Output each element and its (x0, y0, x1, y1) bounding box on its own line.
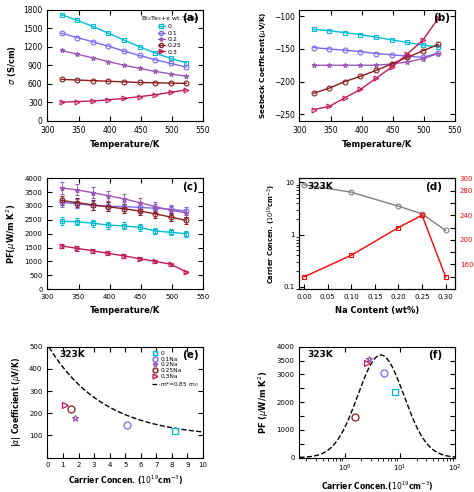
X-axis label: Temperature/K: Temperature/K (90, 306, 160, 314)
X-axis label: Carrier Concen. ($10^{19}$cm$^{-3}$): Carrier Concen. ($10^{19}$cm$^{-3}$) (68, 474, 183, 488)
Y-axis label: Carrier Concen. ($10^{19}$cm$^{-3}$): Carrier Concen. ($10^{19}$cm$^{-3}$) (265, 184, 278, 284)
Text: (a): (a) (182, 13, 198, 23)
Text: (f): (f) (428, 350, 443, 360)
Text: 323K: 323K (60, 350, 86, 359)
X-axis label: Temperature/K: Temperature/K (342, 140, 412, 149)
Y-axis label: PF($\mu$W/m K$^2$): PF($\mu$W/m K$^2$) (5, 203, 19, 264)
Text: 323K: 323K (307, 182, 333, 190)
X-axis label: Carrier Concen.($10^{19}$cm$^{-3}$): Carrier Concen.($10^{19}$cm$^{-3}$) (321, 479, 434, 492)
X-axis label: Na Content (wt%): Na Content (wt%) (335, 306, 419, 314)
Text: (e): (e) (182, 350, 198, 360)
X-axis label: Temperature/K: Temperature/K (90, 140, 160, 149)
Y-axis label: $\sigma$ (S/cm): $\sigma$ (S/cm) (6, 45, 18, 85)
Y-axis label: PF ($\mu$W/m K$^2$): PF ($\mu$W/m K$^2$) (256, 370, 271, 434)
Y-axis label: |$\alpha$| Coefficient ($\mu$V/K): |$\alpha$| Coefficient ($\mu$V/K) (10, 357, 24, 447)
Text: (c): (c) (182, 182, 198, 191)
Legend: 0, 0.1Na, 0.2Na, 0.25Na, 0.3Na, m*=0.85 m$_0$: 0, 0.1Na, 0.2Na, 0.25Na, 0.3Na, m*=0.85 … (151, 350, 200, 390)
Text: (d): (d) (426, 182, 443, 191)
Legend: 0, 0.1, 0.2, 0.25, 0.3: 0, 0.1, 0.2, 0.25, 0.3 (139, 13, 200, 56)
Text: 323K: 323K (307, 350, 333, 359)
Text: (b): (b) (433, 13, 450, 23)
Y-axis label: Seebeck Coefficient($\mu$V/K): Seebeck Coefficient($\mu$V/K) (258, 11, 268, 119)
